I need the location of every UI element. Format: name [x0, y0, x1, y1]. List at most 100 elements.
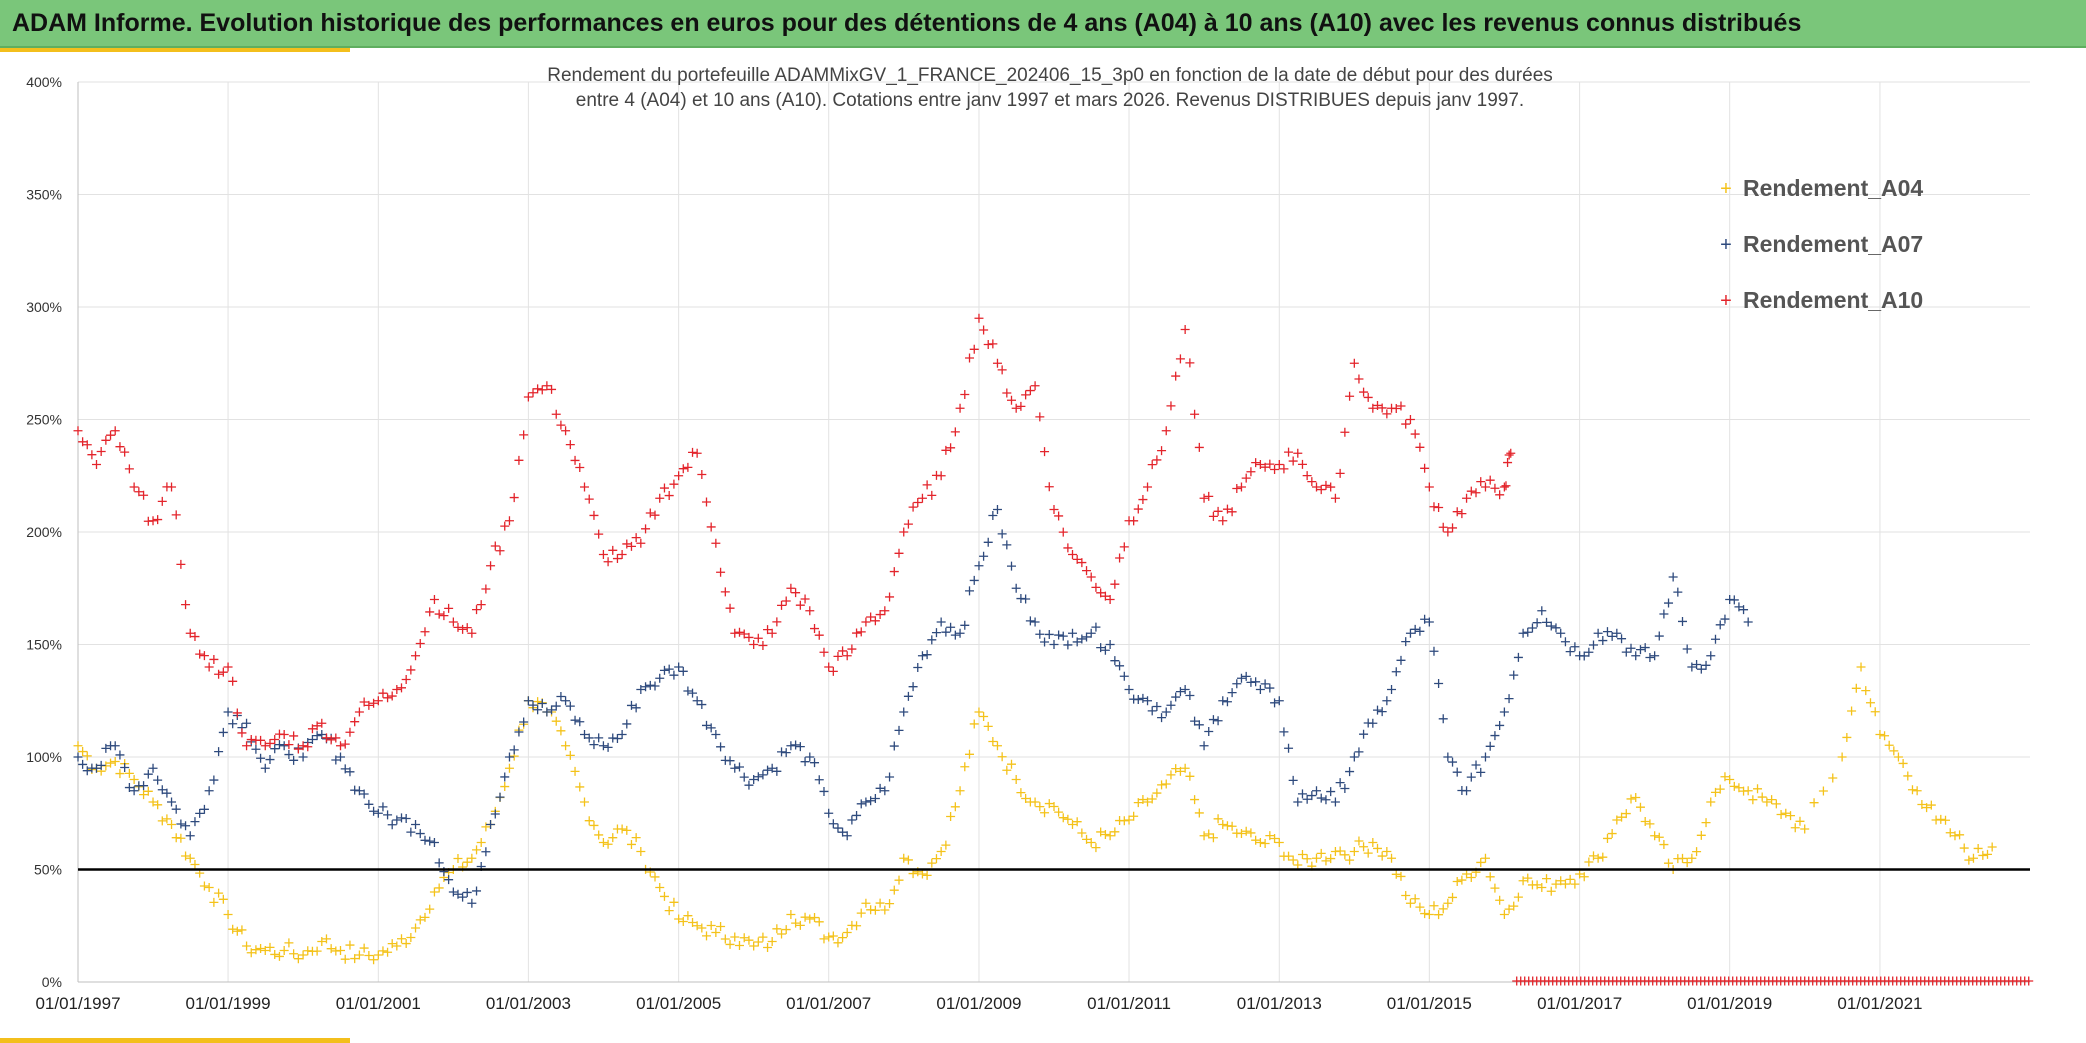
data-point-fill	[312, 946, 322, 956]
data-point	[580, 797, 589, 807]
data-point-fill	[669, 479, 679, 489]
data-point	[711, 730, 721, 739]
data-point-fill	[1171, 764, 1181, 774]
data-point-fill	[289, 755, 299, 765]
data-point-fill	[688, 447, 698, 457]
data-point-fill	[1208, 511, 1218, 521]
data-point	[73, 752, 83, 762]
data-point	[279, 741, 289, 751]
data-point	[1405, 628, 1415, 638]
data-point-fill	[1673, 587, 1683, 597]
data-point-fill	[1401, 637, 1411, 647]
data-point-fill	[1260, 679, 1270, 689]
data-point-fill	[1213, 716, 1223, 726]
data-point-fill	[833, 823, 843, 833]
data-point-fill	[82, 766, 92, 776]
x-tick-label: 01/01/2011	[1087, 994, 1171, 1013]
data-point-fill	[669, 897, 679, 907]
data-point-fill	[1152, 455, 1162, 465]
data-point-fill	[345, 767, 355, 777]
data-point-fill	[1100, 591, 1110, 601]
data-point-fill	[772, 924, 782, 934]
data-point-fill	[1495, 490, 1505, 500]
data-point	[1387, 685, 1397, 694]
data-point-fill	[1452, 507, 1462, 517]
data-point-fill	[1175, 354, 1185, 364]
data-point-fill	[476, 600, 486, 610]
data-point	[373, 808, 383, 818]
data-point-fill	[1133, 798, 1143, 808]
data-point-fill	[946, 443, 956, 453]
data-point-fill	[1410, 624, 1420, 634]
data-point-fill	[1584, 647, 1594, 657]
data-point	[917, 493, 927, 503]
legend-marker-a10: +	[1720, 290, 1732, 312]
data-point-fill	[1241, 826, 1251, 836]
data-point	[336, 741, 345, 751]
data-point-fill	[1734, 783, 1744, 793]
data-point-fill	[1171, 371, 1181, 381]
data-point-fill	[908, 502, 918, 512]
data-point-fill	[1260, 839, 1270, 849]
data-point-fill	[1265, 683, 1275, 693]
data-point-fill	[1138, 795, 1148, 805]
data-point-fill	[744, 780, 754, 790]
data-point-fill	[1171, 692, 1181, 702]
data-point-fill	[683, 911, 693, 921]
data-point	[674, 471, 684, 481]
data-point	[1556, 628, 1566, 638]
data-point-fill	[1382, 846, 1392, 856]
x-tick-label: 01/01/2007	[786, 994, 871, 1013]
data-point-fill	[1936, 814, 1946, 824]
data-point-fill	[1058, 527, 1068, 537]
data-point-fill	[87, 450, 97, 460]
data-point-fill	[1072, 637, 1082, 647]
data-point-fill	[1007, 561, 1016, 571]
data-point-fill	[237, 728, 247, 738]
data-point-fill	[181, 851, 191, 861]
data-point	[504, 752, 514, 762]
data-point-fill	[472, 845, 482, 855]
data-point-fill	[565, 750, 575, 760]
data-point	[298, 741, 308, 751]
data-point-fill	[641, 682, 651, 692]
data-point-fill	[1748, 795, 1758, 805]
data-point-fill	[1082, 632, 1092, 642]
data-point-fill	[810, 758, 820, 768]
data-point-fill	[866, 796, 876, 806]
x-tick-label: 01/01/2017	[1537, 994, 1622, 1013]
data-point-fill	[1359, 387, 1369, 397]
data-point-fill	[1678, 616, 1687, 626]
data-point-fill	[626, 839, 636, 849]
data-point-fill	[875, 783, 885, 793]
data-point-fill	[810, 913, 820, 923]
data-point-fill	[1100, 830, 1110, 840]
legend: + Rendement_A04 + Rendement_A07 + Rendem…	[1720, 175, 1923, 313]
data-point	[617, 730, 627, 739]
data-point-fill	[1321, 795, 1331, 805]
data-point-fill	[1701, 818, 1711, 828]
data-point-fill	[1166, 401, 1176, 411]
data-point-fill	[889, 741, 899, 751]
data-point-fill	[575, 717, 585, 727]
data-point-fill	[1438, 522, 1448, 532]
data-point-fill	[1542, 617, 1552, 627]
data-point-fill	[1063, 543, 1073, 553]
data-point	[1255, 460, 1265, 469]
data-point-fill	[139, 781, 149, 791]
data-point-fill	[777, 747, 787, 757]
data-point	[204, 786, 214, 796]
data-point-fill	[1021, 594, 1031, 604]
data-point-fill	[1175, 687, 1185, 697]
data-point-fill	[101, 435, 111, 445]
y-tick-label: 400%	[26, 74, 62, 90]
y-tick-label: 350%	[26, 187, 62, 203]
data-point-fill	[1016, 788, 1026, 798]
data-point	[260, 763, 270, 773]
data-point-fill	[979, 551, 989, 561]
data-point-fill	[228, 676, 238, 686]
data-point-fill	[702, 931, 711, 941]
data-point	[1274, 696, 1284, 706]
data-point-fill	[547, 705, 557, 715]
x-tick-label: 01/01/2015	[1387, 994, 1472, 1013]
